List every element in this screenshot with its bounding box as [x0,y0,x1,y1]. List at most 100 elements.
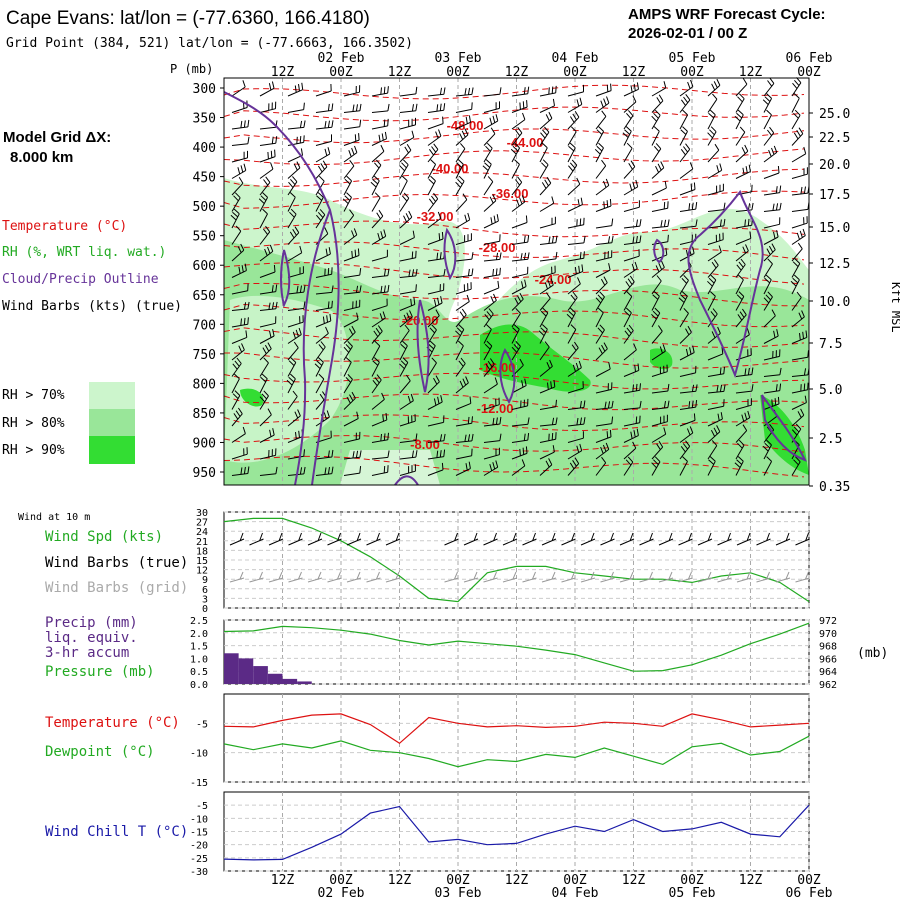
wind-barb [231,343,245,361]
wind-barb [567,277,581,295]
wind-barb [371,118,389,130]
wind-barb [623,110,634,130]
wind-barb [231,373,240,394]
wind-barb [427,395,443,410]
wind-barb [343,450,362,460]
wind-barb [651,414,668,427]
wind-barb [287,176,298,196]
wind-barb [707,183,724,196]
surface-wind-barb [366,532,381,546]
legend-precip: Precip (mm) [45,615,138,631]
kft-tick-label: 0.35 [819,480,850,495]
wind-barb [679,79,694,97]
surface-wind-barb-grid [775,571,791,583]
wind-barb [595,291,605,311]
wind-barb [399,86,418,97]
wind-barb [399,130,415,146]
wind-barb [567,324,577,344]
wind-barb [483,114,499,130]
wind-barb [595,342,608,361]
wind-barb [679,307,689,328]
wind-barb [427,129,442,146]
pressure-tick-label: 972 [819,616,837,627]
model-grid-label: Model Grid ΔX: [3,129,111,146]
kft-tick-label: 25.0 [819,107,850,122]
wind-barb [790,274,800,295]
wind-barb [315,120,334,130]
surface-wind-barb-grid [463,571,479,583]
surface-wind-barb [580,532,596,546]
wind-barb [483,416,502,427]
legend-cloud: Cloud/Precip Outline [2,272,159,287]
wind-barb [343,133,360,146]
wind-barb [455,340,464,361]
wind-barb [371,192,381,212]
temperature-contour [223,106,805,122]
wind-barb [315,313,332,328]
wind-barb [231,263,247,278]
wind-barb [399,284,417,295]
wind-barb [287,315,304,328]
wind-barb [623,456,634,476]
wind-barb [511,235,530,245]
wind-barb [511,86,530,97]
wind-barb [231,225,242,245]
wind-barb [399,230,415,245]
wind-barb [567,381,584,394]
wind-chill-line [223,804,810,861]
wind-barb [426,340,436,361]
wind-barb [595,442,610,460]
wind-barb [511,446,528,460]
top-date-label: 06 Feb [786,51,833,66]
cycle-label: AMPS WRF Forecast Cycle: [628,6,826,23]
legend-3hr-accum: 3-hr accum [45,645,129,661]
wind-barb [399,374,411,394]
precip-bar [253,666,268,684]
wind-barb [427,357,437,377]
wind-barb [567,235,586,245]
surface-wind-barb-grid [639,571,654,583]
wind-barb [287,135,305,146]
surface-wind-barb [346,532,362,546]
wind-barb [595,382,613,394]
top-hour-label: 12Z [271,65,295,80]
wind-barb [679,400,698,410]
wind-barb [651,307,661,328]
wind-barb [483,280,500,295]
wind-barb [707,143,720,163]
wind-barb [763,230,779,245]
wind-barb [511,112,526,130]
wind-barb [651,181,667,196]
wind-barb [287,266,304,278]
wind-barb [231,466,250,476]
wind-barb [566,307,576,328]
wind-barb [511,307,521,328]
wind-barb [763,217,781,229]
wind-barb [623,261,638,278]
wind-barb [315,300,333,311]
wind-barb [651,383,670,394]
wind-barb [735,439,745,460]
wind-barb [567,177,581,196]
wind-barb [651,201,669,212]
precip-bar [297,681,312,684]
wind-barb [651,344,666,361]
wind-barb [679,384,698,394]
wind-barb [483,87,502,97]
panel-y-tick-label: 2.0 [190,629,208,640]
wind-barb [343,175,353,196]
wind-barb [679,274,689,295]
top-hour-label: 00Z [329,65,353,80]
pressure-tick-label: 970 [819,629,837,640]
wind-barb [511,324,520,344]
wind-barb [315,285,334,295]
surface-wind-barb-grid [385,571,401,583]
wind-barb [315,449,334,460]
wind-barb [791,291,802,311]
wind-barb [343,85,361,97]
model-grid-dx: 8.000 km [10,149,73,166]
wind-barb [343,268,362,278]
wind-barb [762,439,772,460]
wind-barb [483,252,502,262]
temperature-contour [223,190,805,209]
